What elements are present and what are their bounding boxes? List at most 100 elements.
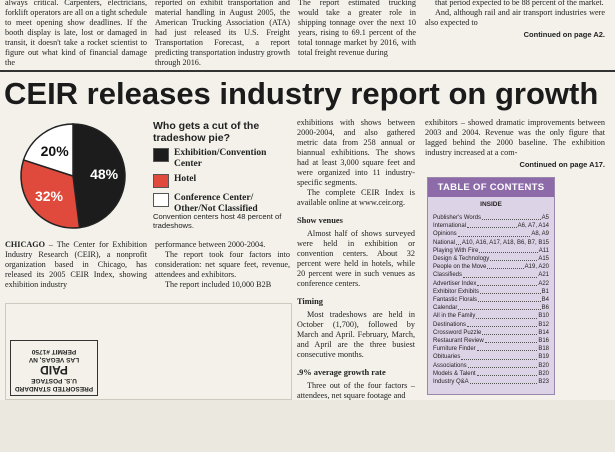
table-of-contents: TABLE OF CONTENTS INSIDE Publisher's Wor… (427, 177, 555, 395)
paragraph: The report included 10,000 B2B (165, 280, 272, 289)
leader (476, 312, 538, 319)
leader (461, 353, 538, 360)
toc-pages: B12 (538, 321, 549, 328)
pie-caption: Convention centers host 48 percent of tr… (153, 212, 282, 230)
continued-note: Continued on page A17. (519, 160, 605, 169)
toc-entry: Fantastic Florals B4 (428, 296, 554, 304)
leader (490, 255, 538, 262)
postage-indicia: PRESORTED STANDARD U.S. POSTAGE PAID LAS VE… (10, 340, 98, 396)
paragraph: that period expected to be 88 percent of… (435, 0, 604, 7)
toc-pages: B1 (541, 288, 549, 295)
leader (484, 337, 538, 344)
slice-label: 20% (41, 143, 70, 159)
toc-entry: Classifieds A21 (428, 271, 554, 279)
leader (458, 304, 541, 311)
toc-name: International (433, 223, 467, 230)
top-column: that period expected to be 88 percent of… (425, 0, 605, 40)
top-column: The report estimated trucking would take… (298, 0, 416, 58)
toc-name: Models & Talent (433, 370, 476, 377)
toc-pages: B19 (538, 354, 549, 361)
leader (477, 280, 538, 286)
paragraph: exhibitors – showed dramatic improvement… (425, 118, 605, 157)
toc-name: People on the Move (433, 264, 487, 271)
toc-pages: B6 (541, 305, 549, 312)
toc-name: Destinations (433, 321, 467, 328)
toc-pages: B10 (538, 313, 549, 320)
toc-entry: Models & Talent B20 (428, 370, 554, 378)
legend-label: Conference Center/ Other/Not Classified (174, 193, 258, 214)
headline: CEIR releases industry report on growth (4, 76, 599, 111)
toc-pages: B16 (538, 338, 549, 345)
legend: Exhibition/Convention Center Hotel Confere… (153, 148, 290, 219)
toc-entry: International A6, A7, A14 (428, 222, 554, 230)
pie-slice (22, 123, 74, 178)
toc-name: Obituaries (433, 354, 461, 361)
toc-list: Publisher's Words A5 International A6, A7, … (428, 214, 554, 386)
dateline: CHICAGO (5, 240, 46, 249)
legend-item: Hotel (153, 174, 290, 188)
leader (456, 239, 461, 245)
toc-subtitle: INSIDE (480, 201, 502, 208)
paragraph: reported on exhibit transportation and m… (155, 0, 290, 67)
toc-entry: People on the Move A19, A20 (428, 263, 554, 271)
toc-pages: B14 (538, 329, 549, 336)
slice-label: 32% (35, 188, 64, 204)
paragraph: Most tradeshows are held in October (1,7… (297, 310, 415, 359)
pie-chart: 48% 32% 20% (20, 123, 126, 229)
toc-name: Design & Technology (433, 256, 490, 263)
paragraph: Three out of the four factors – attendee… (297, 381, 415, 400)
toc-pages: A11 (538, 247, 549, 254)
toc-pages: A5 (541, 215, 549, 221)
toc-name: Opinions (433, 231, 457, 238)
leader (479, 247, 538, 254)
leader (457, 230, 531, 237)
postage-line: PRESORTED STANDARD (14, 385, 94, 392)
postage-line: LAS VEGAS, NV (28, 356, 80, 363)
toc-entry: Exhibitor Exhibits B1 (428, 288, 554, 296)
toc-name: Calendar (433, 305, 458, 312)
toc-entry: Destinations B12 (428, 321, 554, 329)
legend-swatch (153, 193, 169, 207)
subhead: .9% average growth rate (297, 368, 386, 377)
postage-line: U.S. POSTAGE (31, 377, 77, 384)
toc-pages: A22 (538, 280, 549, 287)
toc-pages: B20 (538, 362, 549, 369)
paragraph: And, although rail and air transport ind… (425, 8, 605, 27)
toc-name: Classifieds (433, 272, 463, 279)
toc-pages: A19, A20 (524, 264, 549, 271)
toc-entry: Playing With Fire A11 (428, 247, 554, 255)
paragraph: performance between 2000-2004. (155, 240, 266, 249)
top-column: always critical. Carpenters, electrician… (5, 0, 147, 68)
toc-name: Playing With Fire (433, 247, 479, 254)
legend-swatch (153, 174, 169, 188)
leader (482, 214, 541, 221)
paragraph: The report took four factors into consid… (155, 250, 290, 279)
toc-name: Crossword Puzzle (433, 329, 482, 336)
legend-item: Conference Center/ Other/Not Classified (153, 193, 290, 214)
legend-item: Exhibition/Convention Center (153, 148, 290, 169)
toc-entry: Advertiser Index A22 (428, 280, 554, 288)
toc-entry: National A10, A16, A17, A18, B6, B7, B15 (428, 239, 554, 247)
postage-line: PAID (40, 363, 68, 377)
toc-pages: A21 (538, 272, 549, 279)
legend-label: Exhibition/Convention Center (174, 148, 267, 169)
toc-name: Furniture Finder (433, 346, 476, 353)
leader (467, 321, 538, 327)
pie-graphic: 48% 32% 20% Who gets a cut of the tradesho… (5, 116, 290, 234)
toc-entry: Restaurant Review B16 (428, 337, 554, 345)
toc-entry: Publisher's Words A5 (428, 214, 554, 222)
leader (463, 271, 538, 278)
subhead: Timing (297, 297, 323, 306)
article-column: CHICAGO – The Center for Exhibition Indu… (5, 240, 147, 290)
toc-entry: Furniture Finder B18 (428, 345, 554, 353)
toc-entry: Obituaries B19 (428, 353, 554, 361)
article-column: exhibitions with shows between 2000-2004… (297, 118, 415, 401)
toc-pages: A15 (538, 256, 549, 263)
paragraph: exhibitions with shows between 2000-2004… (297, 118, 415, 187)
leader (480, 288, 541, 295)
toc-name: Associations (433, 362, 467, 369)
toc-entry: Calendar B6 (428, 304, 554, 312)
continued-note: Continued on page A2. (523, 30, 605, 39)
paragraph: The report estimated trucking would take… (298, 0, 416, 57)
paragraph: always critical. Carpenters, electrician… (5, 0, 147, 67)
